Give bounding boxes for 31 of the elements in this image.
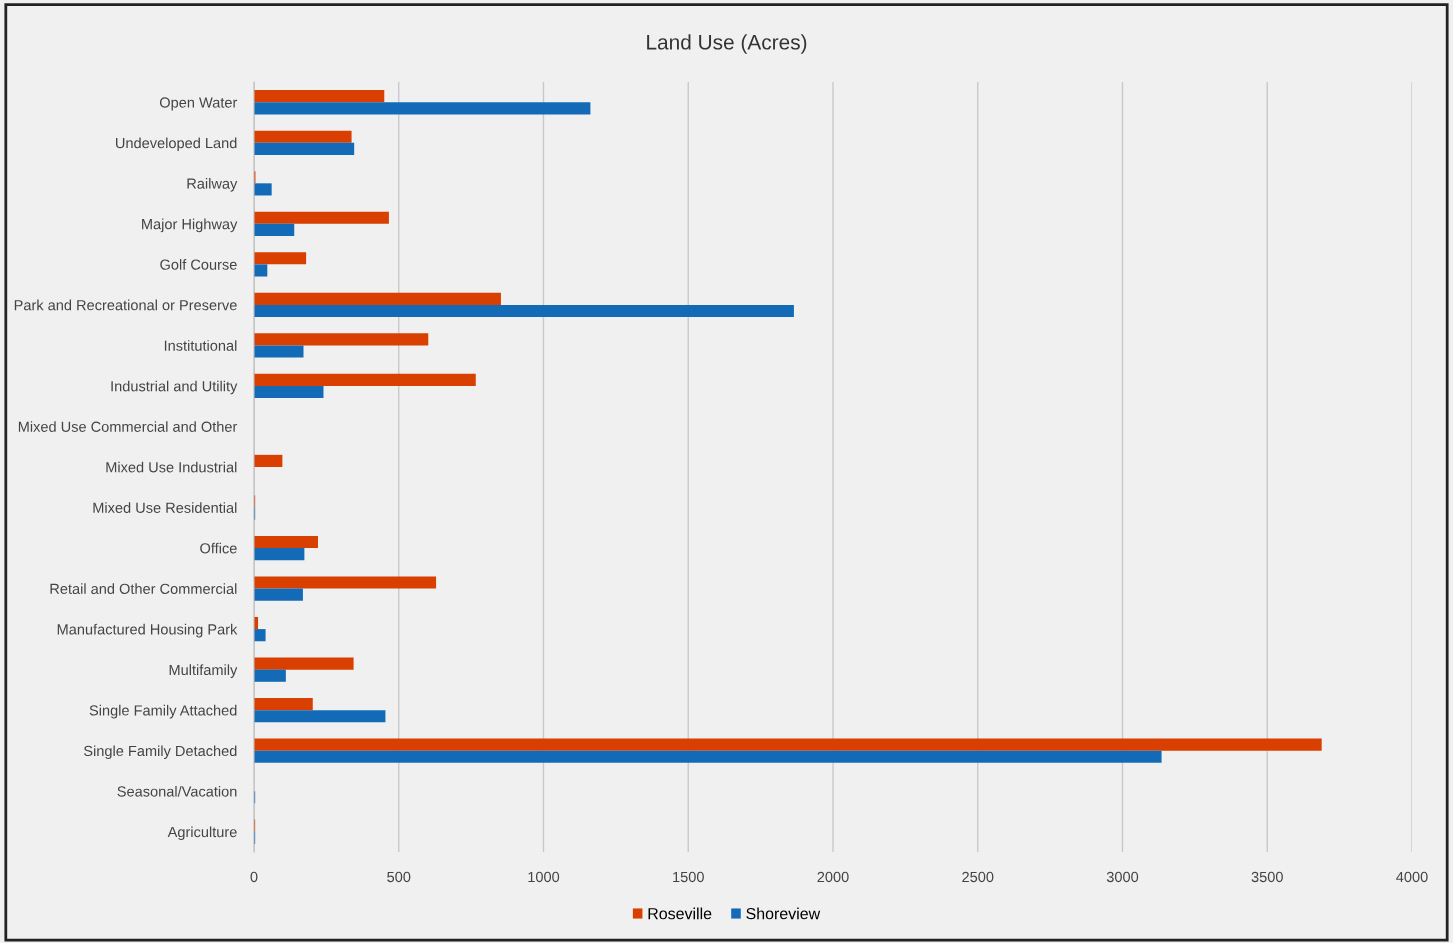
y-tick-label: Major Highway	[142, 218, 238, 233]
x-tick-label: 500	[387, 871, 411, 883]
x-tick-label: 3000	[1106, 871, 1139, 883]
y-tick-label: Mixed Use Industrial	[106, 461, 237, 473]
x-tick-label: 4000	[1396, 871, 1428, 883]
y-tick-label: Seasonal/Vacation	[117, 785, 237, 797]
x-tick-label: 3500	[1251, 871, 1283, 883]
y-tick-label: Office	[200, 542, 237, 554]
y-tick-label: Mixed Use Residential	[93, 502, 237, 513]
y-tick-label: Manufactured Housing Park	[57, 623, 238, 638]
y-tick-label: Undeveloped Land	[116, 137, 237, 152]
x-tick-label: 1000	[528, 871, 560, 883]
y-tick-label: Single Family Attached	[89, 704, 237, 719]
legend-label: Shoreview	[746, 907, 821, 920]
x-tick-label: 0	[250, 871, 258, 883]
chart-title: Land Use (Acres)	[647, 34, 807, 54]
y-tick-label: Agriculture	[167, 826, 237, 841]
y-tick-label: Park and Recreational or Preserve	[14, 299, 237, 311]
y-tick-label: Railway	[187, 178, 238, 192]
y-tick-label: Single Family Detached	[84, 745, 237, 759]
y-tick-label: Institutional	[164, 340, 237, 351]
y-tick-label: Industrial and Utility	[111, 380, 238, 395]
x-tick-label: 2000	[817, 871, 849, 883]
y-tick-label: Mixed Use Commercial and Other	[18, 421, 238, 432]
x-tick-label: 2500	[962, 871, 994, 883]
y-tick-label: Open Water	[159, 97, 238, 111]
y-tick-label: Retail and Other Commercial	[50, 583, 237, 595]
y-tick-label: Multifamily	[169, 664, 238, 678]
legend-label: Roseville	[648, 907, 712, 920]
x-tick-label: 1500	[673, 871, 704, 883]
y-tick-label: Golf Course	[160, 259, 237, 270]
